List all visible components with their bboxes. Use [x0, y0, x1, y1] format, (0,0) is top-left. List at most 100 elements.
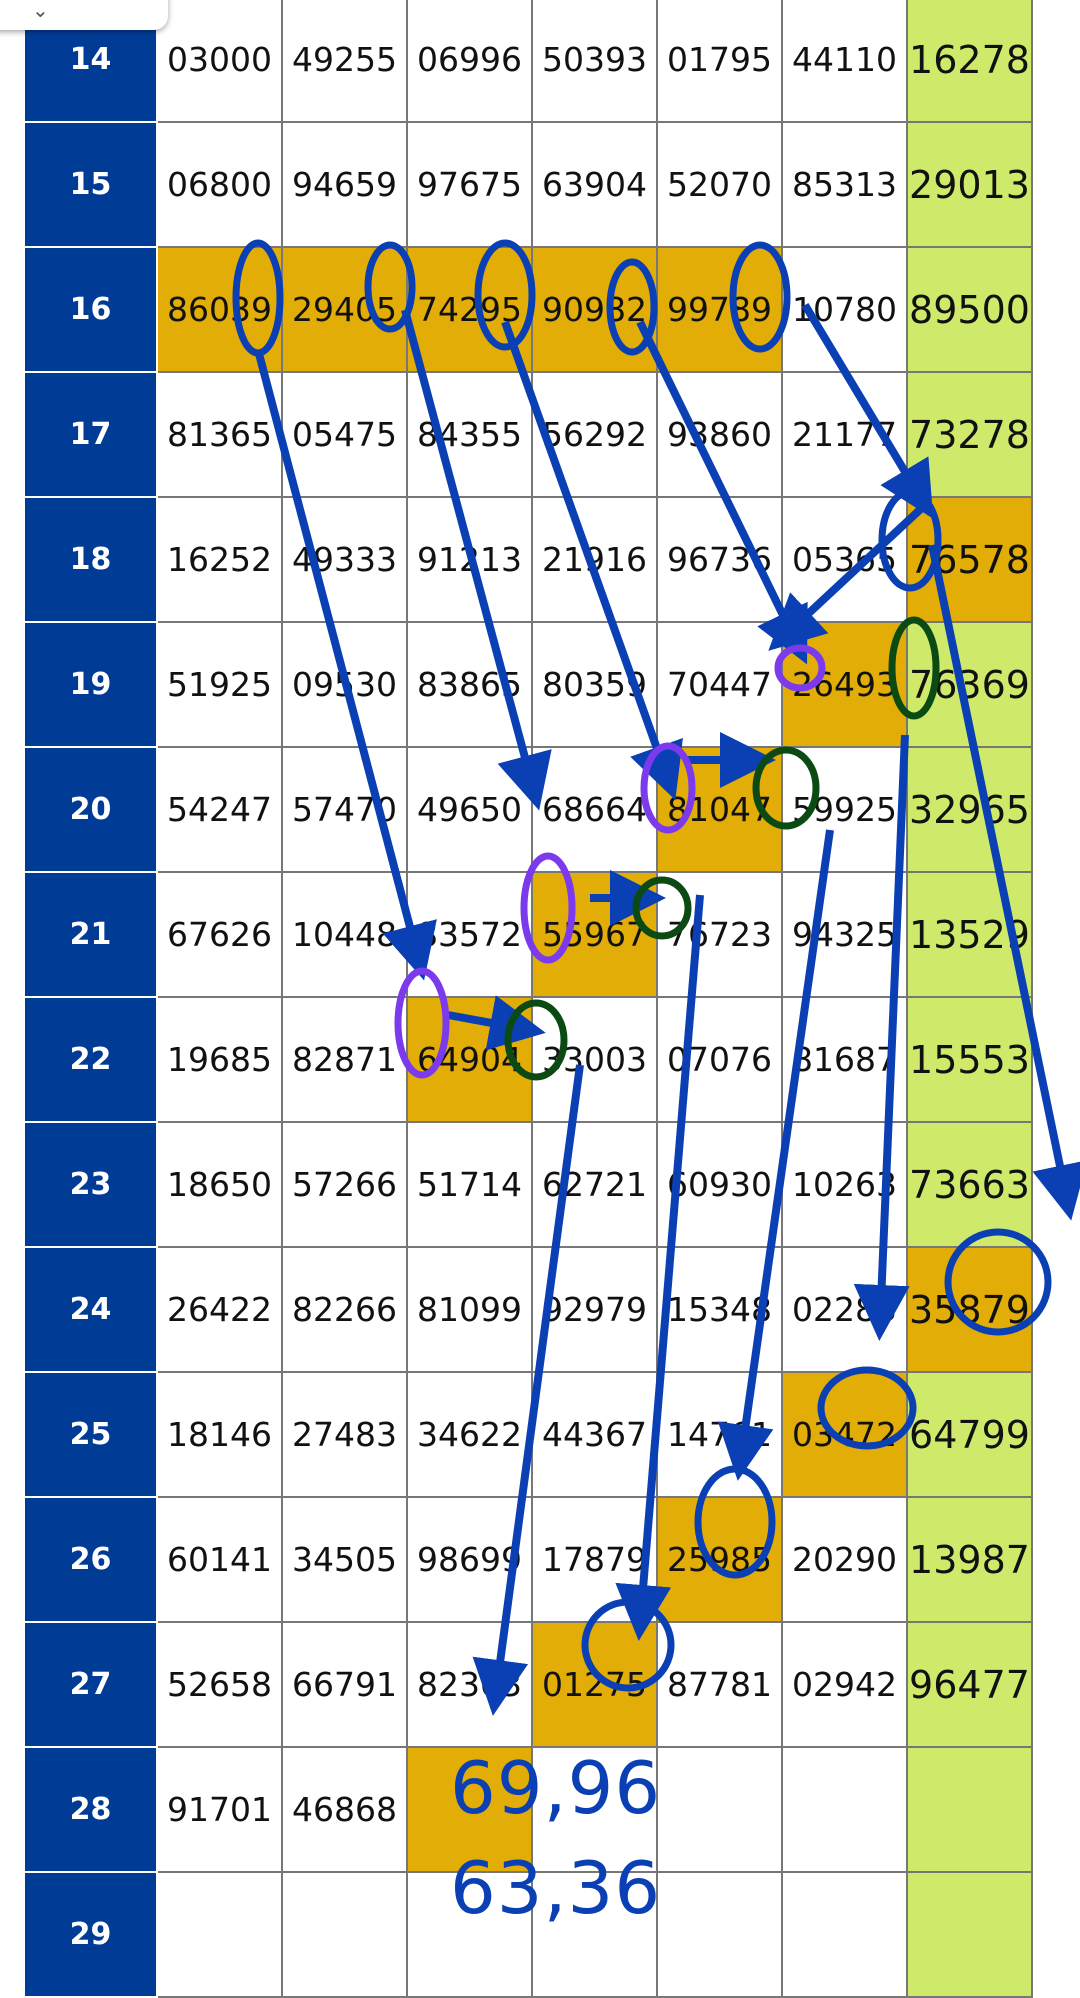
- number-cell: 14761: [656, 1371, 783, 1498]
- row-number: 27: [23, 1621, 158, 1748]
- number-cell: [656, 1746, 783, 1873]
- number-cell: 27483: [281, 1371, 408, 1498]
- number-cell: 57470: [281, 746, 408, 873]
- result-cell: 13987: [906, 1496, 1033, 1623]
- number-cell: 21177: [781, 371, 908, 498]
- row-number: 15: [23, 121, 158, 248]
- number-cell: 59925: [781, 746, 908, 873]
- number-cell: 26493: [781, 621, 908, 748]
- number-cell: 81365: [156, 371, 283, 498]
- number-cell: 57266: [281, 1121, 408, 1248]
- number-cell: 94325: [781, 871, 908, 998]
- number-cell: 96736: [656, 496, 783, 623]
- table-row: 25 18146 27483 34622 44367 14761 03472 64799: [23, 1371, 1033, 1498]
- table-row: 16 86039 29405 74295 90982 99789 10780 89500: [23, 246, 1033, 373]
- number-cell: [531, 1746, 658, 1873]
- number-cell: 03000: [156, 0, 283, 123]
- result-cell: [906, 1746, 1033, 1873]
- number-cell: 52070: [656, 121, 783, 248]
- row-number: 26: [23, 1496, 158, 1623]
- number-cell: 60930: [656, 1121, 783, 1248]
- number-cell: [406, 1746, 533, 1873]
- number-cell: 51925: [156, 621, 283, 748]
- table-row: 20 54247 57470 49650 68664 81047 59925 32965: [23, 746, 1033, 873]
- number-cell: 46868: [281, 1746, 408, 1873]
- table-row: 23 18650 57266 51714 62721 60930 10263 73663: [23, 1121, 1033, 1248]
- number-cell: [156, 1871, 283, 1998]
- chevron-down-icon[interactable]: ⌄: [32, 0, 49, 22]
- number-cell: 68664: [531, 746, 658, 873]
- table-row: 29: [23, 1871, 1033, 1998]
- row-number: 21: [23, 871, 158, 998]
- row-number: 22: [23, 996, 158, 1123]
- number-cell: 85313: [781, 121, 908, 248]
- number-cell: 90982: [531, 246, 658, 373]
- number-cell: 64904: [406, 996, 533, 1123]
- result-cell: 13529: [906, 871, 1033, 998]
- number-cell: 91701: [156, 1746, 283, 1873]
- table-row: 15 06800 94659 97675 63904 52070 85313 29013: [23, 121, 1033, 248]
- number-cell: [781, 1871, 908, 1998]
- table-row: 14 03000 49255 06996 50393 01795 44110 16278: [23, 0, 1033, 123]
- number-cell: 87781: [656, 1621, 783, 1748]
- number-cell: 06800: [156, 121, 283, 248]
- number-cell: 92979: [531, 1246, 658, 1373]
- number-cell: 49255: [281, 0, 408, 123]
- number-cell: 83865: [406, 621, 533, 748]
- result-cell: 73278: [906, 371, 1033, 498]
- number-cell: 50393: [531, 0, 658, 123]
- row-number: 28: [23, 1746, 158, 1873]
- result-cell: 16278: [906, 0, 1033, 123]
- number-cell: 82266: [281, 1246, 408, 1373]
- number-cell: 86039: [156, 246, 283, 373]
- number-cell: 44110: [781, 0, 908, 123]
- result-cell: 35879: [906, 1246, 1033, 1373]
- number-cell: 74295: [406, 246, 533, 373]
- number-cell: 34505: [281, 1496, 408, 1623]
- number-cell: 09530: [281, 621, 408, 748]
- result-cell: [906, 1871, 1033, 1998]
- table-row: 28 91701 46868: [23, 1746, 1033, 1873]
- row-number: 24: [23, 1246, 158, 1373]
- table-row: 21 67626 10448 83572 55967 76723 94325 13529: [23, 871, 1033, 998]
- result-cell: 76578: [906, 496, 1033, 623]
- number-cell: 55967: [531, 871, 658, 998]
- number-cell: 91213: [406, 496, 533, 623]
- number-cell: 18146: [156, 1371, 283, 1498]
- row-number: 17: [23, 371, 158, 498]
- table-row: 18 16252 49333 91213 21916 96736 05365 76578: [23, 496, 1033, 623]
- floating-tab[interactable]: ⌄: [0, 0, 168, 30]
- result-cell: 89500: [906, 246, 1033, 373]
- number-cell: 44367: [531, 1371, 658, 1498]
- number-cell: 66791: [281, 1621, 408, 1748]
- number-cell: 33003: [531, 996, 658, 1123]
- number-cell: 80359: [531, 621, 658, 748]
- table-row: 27 52658 66791 82303 01275 87781 02942 96477: [23, 1621, 1033, 1748]
- number-cell: 05475: [281, 371, 408, 498]
- number-cell: 10263: [781, 1121, 908, 1248]
- row-number: 23: [23, 1121, 158, 1248]
- number-cell: 94659: [281, 121, 408, 248]
- number-cell: 01795: [656, 0, 783, 123]
- number-cell: 16252: [156, 496, 283, 623]
- number-cell: 67626: [156, 871, 283, 998]
- number-cell: 02942: [781, 1621, 908, 1748]
- number-cell: 29405: [281, 246, 408, 373]
- row-number: 25: [23, 1371, 158, 1498]
- number-cell: 99789: [656, 246, 783, 373]
- number-cell: 81099: [406, 1246, 533, 1373]
- number-cell: 63904: [531, 121, 658, 248]
- number-cell: 01275: [531, 1621, 658, 1748]
- result-cell: 15553: [906, 996, 1033, 1123]
- lottery-grid: 14 03000 49255 06996 50393 01795 44110 16278 15 0…: [23, 0, 1033, 1998]
- result-cell: 96477: [906, 1621, 1033, 1748]
- number-cell: [781, 1746, 908, 1873]
- number-cell: 93860: [656, 371, 783, 498]
- number-cell: 60141: [156, 1496, 283, 1623]
- number-cell: 81047: [656, 746, 783, 873]
- number-cell: 02283: [781, 1246, 908, 1373]
- result-cell: 32965: [906, 746, 1033, 873]
- number-cell: 70447: [656, 621, 783, 748]
- result-cell: 29013: [906, 121, 1033, 248]
- row-number: 18: [23, 496, 158, 623]
